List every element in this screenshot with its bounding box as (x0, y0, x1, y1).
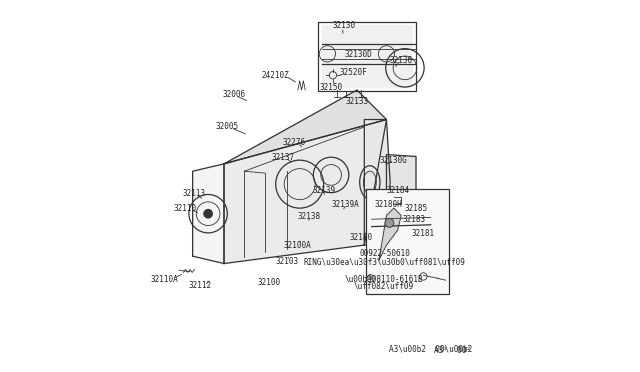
Text: 32103: 32103 (275, 257, 298, 266)
Text: 32183: 32183 (403, 215, 426, 224)
Text: 32150: 32150 (319, 83, 342, 92)
Text: 32112: 32112 (188, 281, 212, 290)
Text: \u00b908110-6161B: \u00b908110-6161B (344, 275, 423, 283)
Text: 32139: 32139 (312, 186, 335, 195)
Polygon shape (387, 155, 416, 205)
Text: 32100A: 32100A (284, 241, 312, 250)
Text: 32137: 32137 (271, 153, 294, 162)
Bar (366, 189, 449, 294)
Text: 32180H: 32180H (374, 200, 402, 209)
Text: 32130G: 32130G (380, 155, 408, 165)
Text: 32276: 32276 (283, 138, 306, 147)
Text: 32110: 32110 (173, 203, 196, 213)
Text: 32006: 32006 (223, 90, 246, 99)
Bar (318, 22, 416, 91)
Text: 32130D: 32130D (345, 51, 372, 60)
Text: 32184: 32184 (387, 186, 410, 195)
Text: 32005: 32005 (216, 122, 239, 131)
Text: 24210Z: 24210Z (262, 71, 289, 80)
Circle shape (385, 218, 394, 227)
Text: 32110A: 32110A (150, 275, 178, 283)
Polygon shape (193, 164, 224, 263)
Text: 00922-50610: 00922-50610 (359, 249, 410, 258)
Text: 32100: 32100 (257, 278, 280, 287)
Polygon shape (364, 119, 390, 245)
Circle shape (204, 209, 212, 218)
Text: 32133: 32133 (346, 97, 369, 106)
Text: 32139A: 32139A (332, 200, 360, 209)
Text: 32130: 32130 (332, 21, 356, 30)
Text: B: B (369, 276, 372, 281)
Text: A3²  00²: A3² 00² (435, 346, 472, 355)
Text: 32185: 32185 (404, 204, 428, 214)
Text: 32136: 32136 (390, 56, 413, 65)
Text: 32520F: 32520F (339, 68, 367, 77)
Text: A3\u00b2  00\u00b2: A3\u00b2 00\u00b2 (389, 345, 472, 354)
Text: 32180: 32180 (349, 233, 372, 242)
Text: RING\u30ea\u30f3\u30b0\uff081\uff09: RING\u30ea\u30f3\u30b0\uff081\uff09 (303, 257, 465, 266)
Text: 32181: 32181 (412, 230, 435, 238)
Polygon shape (224, 119, 387, 263)
Polygon shape (322, 25, 412, 87)
Text: \uff082\uff09: \uff082\uff09 (353, 282, 413, 291)
Polygon shape (379, 208, 401, 260)
Text: 32138: 32138 (298, 212, 321, 221)
Polygon shape (224, 90, 387, 164)
Text: 32113: 32113 (183, 189, 206, 198)
